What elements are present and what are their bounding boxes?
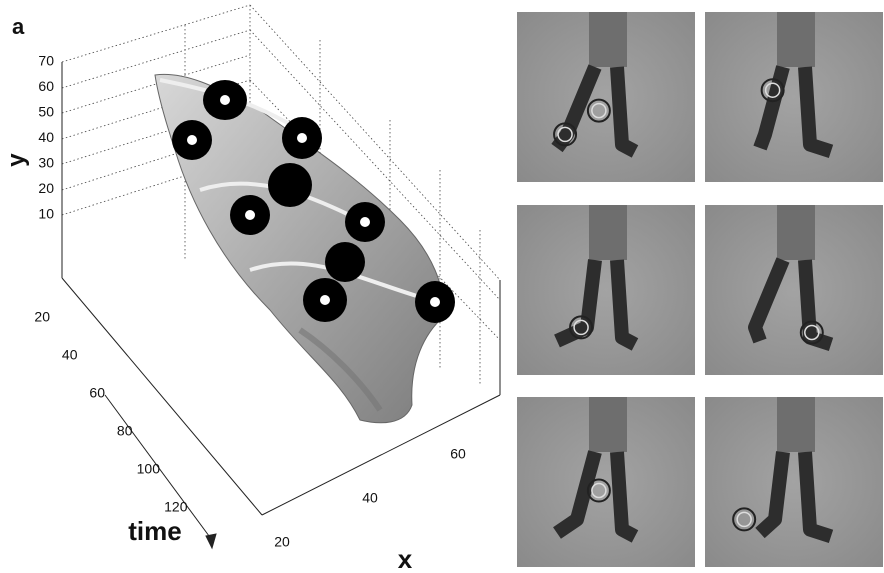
x-tick-label: 60 — [450, 446, 466, 462]
tick-labels: 70 60 50 40 30 20 10 20 40 60 80 100 120 20 40 60 — [34, 53, 466, 550]
marker-ring — [586, 98, 611, 123]
y-tick-label: 40 — [38, 129, 54, 145]
marker-ring — [760, 78, 785, 103]
photo-grid — [517, 12, 883, 567]
marker-ring — [732, 507, 757, 532]
torso — [589, 205, 627, 260]
y-tick-label: 70 — [38, 53, 54, 69]
y-tick-label: 10 — [38, 206, 54, 222]
marker-ring — [569, 315, 594, 340]
x-tick-label: 40 — [362, 490, 378, 506]
photo — [705, 397, 883, 567]
x-axis-label: x — [398, 544, 413, 573]
time-tick-label: 80 — [117, 423, 133, 439]
marker-ring — [799, 320, 824, 345]
legs — [755, 451, 834, 544]
y-tick-label: 50 — [38, 104, 54, 120]
time-axis-label: time — [128, 516, 181, 546]
legs — [553, 450, 639, 543]
time-tick-label: 100 — [137, 461, 161, 477]
marker-ring — [736, 511, 752, 528]
torso — [777, 12, 815, 67]
legs — [554, 259, 639, 351]
photo — [517, 205, 695, 375]
photo — [705, 205, 883, 375]
torso — [777, 205, 815, 260]
marker-ring — [591, 102, 607, 119]
torso — [777, 397, 815, 452]
marker-ring — [586, 478, 611, 503]
axes — [61, 62, 501, 550]
marker-ring — [553, 122, 578, 147]
marker-ring — [573, 319, 589, 336]
markers — [172, 80, 455, 323]
marker-ring — [804, 324, 820, 341]
marker-ring — [764, 82, 781, 98]
photo — [517, 12, 695, 182]
time-tick-label: 60 — [89, 385, 105, 401]
x-tick-label: 20 — [274, 534, 290, 550]
y-axis-label: y — [3, 153, 30, 167]
marker-ring — [591, 482, 607, 499]
panel-label: a — [12, 14, 25, 39]
photo — [517, 397, 695, 567]
legs — [753, 65, 834, 159]
y-tick-label: 60 — [38, 78, 54, 94]
torso — [589, 397, 627, 452]
marker-ring — [557, 126, 573, 143]
time-tick-label: 20 — [34, 309, 50, 325]
legs — [748, 257, 834, 352]
y-tick-label: 20 — [38, 180, 54, 196]
photo — [705, 12, 883, 182]
torso — [589, 12, 627, 67]
time-tick-label: 40 — [62, 347, 78, 363]
y-tick-label: 30 — [38, 155, 54, 171]
time-tick-label: 120 — [164, 499, 188, 515]
